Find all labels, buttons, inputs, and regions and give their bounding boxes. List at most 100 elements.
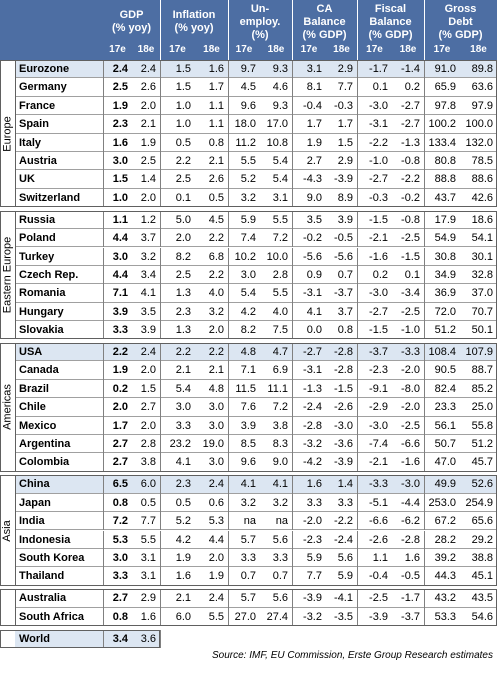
value-cell: 3.3 xyxy=(272,551,288,564)
period-label: 17e xyxy=(228,42,260,58)
group-box xyxy=(0,60,497,208)
column-divider xyxy=(103,567,104,586)
value-cell: -3.0 xyxy=(334,419,353,432)
column-divider xyxy=(424,493,425,513)
value-cell: 5.3 xyxy=(208,515,224,528)
value-cell: 3.9 xyxy=(240,419,256,432)
country-name: Argentina xyxy=(19,438,71,450)
column-divider xyxy=(103,302,104,322)
value-cell: 0.0 xyxy=(306,324,322,337)
value-cell: -2.9 xyxy=(369,401,388,414)
row-bg xyxy=(15,284,497,303)
value-cell: 3.4 xyxy=(112,633,128,645)
value-cell: 8.5 xyxy=(240,438,256,450)
value-cell: 7.1 xyxy=(112,287,128,300)
value-cell: 8.3 xyxy=(272,438,288,450)
row-bg xyxy=(15,248,497,266)
value-cell: 4.0 xyxy=(272,305,288,318)
column-divider xyxy=(103,416,104,435)
column-divider xyxy=(292,188,293,208)
column-divider xyxy=(292,321,293,340)
value-cell: 51.2 xyxy=(471,438,493,450)
column-divider xyxy=(292,361,293,380)
value-cell: 6.0 xyxy=(140,478,156,491)
column-divider xyxy=(292,379,293,399)
value-cell: 8.2 xyxy=(175,250,191,263)
value-cell: 3.1 xyxy=(306,63,322,75)
column-divider xyxy=(160,398,161,417)
value-cell: 1.9 xyxy=(112,99,128,112)
column-divider xyxy=(292,475,293,494)
country-name: Czech Rep. xyxy=(19,268,79,281)
row-bg xyxy=(15,361,497,380)
row-bg xyxy=(15,78,497,97)
column-divider xyxy=(357,115,358,134)
value-cell: -0.8 xyxy=(401,155,420,167)
row-bg xyxy=(15,531,497,549)
column-divider xyxy=(160,379,161,399)
region-label: Eastern Europe xyxy=(1,236,14,314)
column-divider xyxy=(357,133,358,152)
value-cell: 25.0 xyxy=(471,401,493,414)
column-divider xyxy=(103,548,104,568)
value-cell: 5.4 xyxy=(240,287,256,300)
value-cell: 2.0 xyxy=(175,232,191,245)
column-divider xyxy=(160,630,161,649)
value-cell: 4.8 xyxy=(208,382,224,395)
value-cell: 2.5 xyxy=(175,268,191,281)
value-cell: 2.6 xyxy=(140,81,156,94)
value-cell: 1.6 xyxy=(404,551,420,564)
value-cell: 9.3 xyxy=(272,63,288,75)
value-cell: -2.7 xyxy=(401,118,420,131)
value-cell: 1.1 xyxy=(208,118,224,131)
value-cell: 4.0 xyxy=(208,287,224,300)
value-cell: 2.1 xyxy=(175,364,191,377)
value-cell: -2.2 xyxy=(334,515,353,528)
value-cell: 7.4 xyxy=(240,232,256,245)
country-name: Eurozone xyxy=(19,63,70,75)
value-cell: 3.0 xyxy=(240,268,256,281)
value-cell: 56.1 xyxy=(434,419,456,432)
value-cell: 6.0 xyxy=(175,610,191,623)
column-divider xyxy=(103,398,104,417)
value-cell: 8.2 xyxy=(240,324,256,337)
value-cell: 53.3 xyxy=(434,610,456,623)
column-divider xyxy=(292,247,293,266)
column-divider xyxy=(424,96,425,116)
column-divider xyxy=(357,475,358,494)
value-cell: 3.0 xyxy=(208,419,224,432)
value-cell: 23.2 xyxy=(169,438,191,450)
country-name: France xyxy=(19,99,56,112)
value-cell: 2.3 xyxy=(175,478,191,491)
value-cell: 0.5 xyxy=(175,136,191,149)
value-cell: 5.2 xyxy=(175,515,191,528)
column-divider xyxy=(160,343,161,362)
source-note: Source: IMF, EU Commission, Erste Group … xyxy=(211,650,493,662)
column-divider xyxy=(228,284,229,303)
value-cell: 1.7 xyxy=(337,118,353,131)
value-cell: 2.7 xyxy=(306,155,322,167)
value-cell: -3.0 xyxy=(369,99,388,112)
period-label: 17e xyxy=(357,42,392,58)
value-cell: 3.0 xyxy=(208,401,224,414)
value-cell: 7.7 xyxy=(337,81,353,94)
country-name: USA xyxy=(19,346,43,358)
column-divider xyxy=(292,453,293,472)
value-cell: 2.0 xyxy=(140,419,156,432)
column-divider xyxy=(357,530,358,549)
value-cell: -2.7 xyxy=(369,173,388,186)
value-cell: 2.4 xyxy=(208,478,224,491)
column-divider xyxy=(228,398,229,417)
column-divider xyxy=(228,133,229,152)
group-box xyxy=(0,210,497,340)
value-cell: 1.6 xyxy=(140,610,156,623)
value-cell: 0.8 xyxy=(208,136,224,149)
value-cell: 2.1 xyxy=(208,155,224,167)
column-divider xyxy=(424,60,425,79)
column-divider xyxy=(357,607,358,626)
value-cell: 1.1 xyxy=(208,99,224,112)
value-cell: -2.0 xyxy=(303,515,322,528)
value-cell: -5.6 xyxy=(334,250,353,263)
value-cell: 5.0 xyxy=(175,213,191,226)
country-name: Australia xyxy=(19,592,67,605)
